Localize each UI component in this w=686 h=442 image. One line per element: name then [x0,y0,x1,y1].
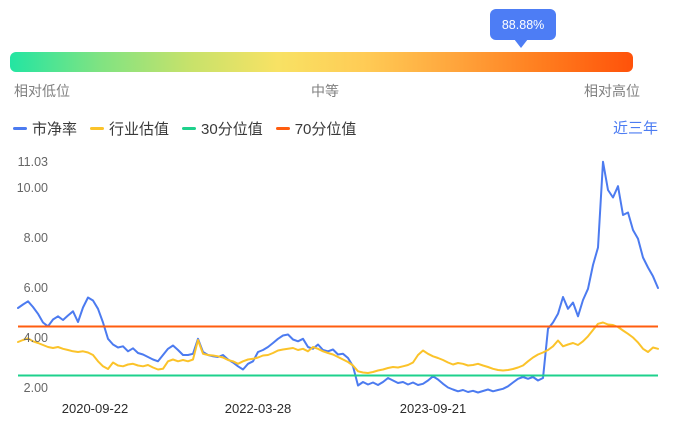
legend-item[interactable]: 市净率 [13,118,77,139]
legend-dash-icon [275,127,290,130]
gauge-labels: 相对低位 中等 相对高位 [10,81,640,99]
legend-item[interactable]: 70分位值 [275,118,357,139]
legend-item-label: 行业估值 [109,121,170,138]
x-axis-label: 2023-09-21 [399,401,467,416]
x-axis-label: 2020-09-22 [61,401,129,416]
x-axis-label: 2022-03-28 [224,401,292,416]
percentile-value: 88.88% [501,17,545,32]
valuation-line-chart[interactable] [0,150,686,420]
series-line-行业估值 [17,321,659,374]
y-axis-label: 8.00 [23,231,48,245]
legend-item[interactable]: 行业估值 [90,118,169,139]
legend-item[interactable]: 30分位值 [182,118,263,139]
y-axis-label: 2.00 [23,381,48,395]
gauge-label-mid: 中等 [311,83,339,99]
legend-item-label: 市净率 [32,121,78,138]
y-axis-label: 10.00 [16,181,48,195]
legend-item-label: 70分位值 [294,121,357,138]
gauge-label-low: 相对低位 [14,83,70,99]
valuation-gauge-bar [10,52,633,72]
tooltip-pointer-icon [513,39,528,48]
gauge-label-high: 相对高位 [584,83,640,99]
y-axis-label: 11.03 [17,155,48,169]
legend-dash-icon [182,127,197,130]
legend-dash-icon [13,127,27,130]
time-range-link[interactable]: 近三年 [612,120,658,137]
y-axis-label: 6.00 [23,281,48,295]
legend-dash-icon [90,127,105,130]
y-axis-label: 4.00 [23,331,48,345]
chart-legend: 市净率 行业估值 30分位值 70分位值 [13,118,356,139]
percentile-tooltip: 88.88% [489,9,557,40]
series-line-市净率 [17,160,659,394]
legend-item-label: 30分位值 [201,121,263,138]
